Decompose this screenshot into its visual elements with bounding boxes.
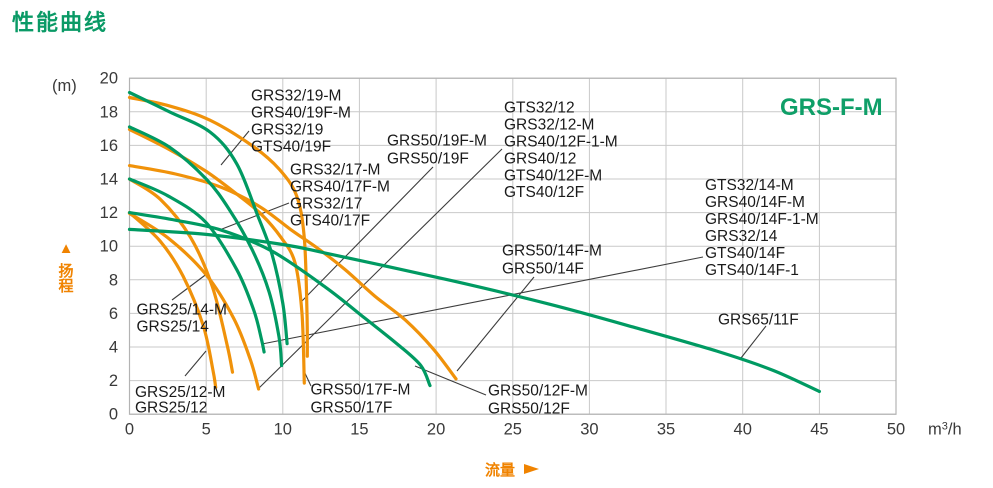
- svg-text:GRS50/19F: GRS50/19F: [387, 151, 469, 168]
- svg-text:GRS32/17: GRS32/17: [290, 196, 362, 213]
- svg-text:GRS50/17F-M: GRS50/17F-M: [311, 382, 411, 399]
- svg-text:GRS50/19F-M: GRS50/19F-M: [387, 133, 487, 150]
- svg-text:GTS40/17F: GTS40/17F: [290, 213, 370, 230]
- svg-text:GRS50/12F-M: GRS50/12F-M: [488, 383, 588, 400]
- svg-text:25: 25: [504, 421, 522, 439]
- svg-text:流量: 流量: [485, 461, 515, 479]
- svg-text:程: 程: [58, 278, 73, 295]
- svg-text:5: 5: [202, 421, 211, 439]
- svg-text:GRS40/14F-M: GRS40/14F-M: [705, 194, 805, 211]
- svg-text:10: 10: [100, 238, 118, 256]
- svg-text:GRS40/12: GRS40/12: [504, 150, 576, 167]
- svg-text:▲: ▲: [59, 240, 74, 257]
- svg-text:10: 10: [274, 421, 292, 439]
- svg-text:GRS40/19F-M: GRS40/19F-M: [251, 105, 351, 122]
- svg-text:2: 2: [109, 372, 118, 390]
- svg-text:45: 45: [810, 421, 828, 439]
- svg-text:GRS50/14F: GRS50/14F: [502, 261, 584, 278]
- svg-text:GRS40/14F-1-M: GRS40/14F-1-M: [705, 211, 819, 228]
- svg-text:GRS65/11F: GRS65/11F: [718, 312, 799, 329]
- svg-text:0: 0: [109, 406, 118, 424]
- svg-text:18: 18: [100, 103, 118, 121]
- svg-text:4: 4: [109, 339, 118, 357]
- svg-text:50: 50: [887, 421, 905, 439]
- svg-text:GRS32/14: GRS32/14: [705, 228, 778, 245]
- svg-text:GRS32/17-M: GRS32/17-M: [290, 162, 380, 179]
- svg-text:8: 8: [109, 271, 118, 289]
- svg-text:12: 12: [100, 204, 118, 222]
- svg-text:GRS40/17F-M: GRS40/17F-M: [290, 179, 390, 196]
- svg-text:(m): (m): [52, 77, 77, 95]
- svg-text:m3/h: m3/h: [928, 421, 962, 439]
- svg-text:6: 6: [109, 305, 118, 323]
- svg-text:GRS25/14: GRS25/14: [137, 319, 210, 336]
- svg-text:GRS50/17F: GRS50/17F: [311, 400, 393, 417]
- svg-text:GRS50/12F: GRS50/12F: [488, 401, 570, 418]
- svg-text:GTS40/12F: GTS40/12F: [504, 184, 584, 201]
- svg-text:GRS50/14F-M: GRS50/14F-M: [502, 243, 602, 260]
- svg-text:15: 15: [350, 421, 368, 439]
- svg-text:GRS25/12-M: GRS25/12-M: [135, 384, 225, 401]
- svg-text:30: 30: [580, 421, 598, 439]
- svg-text:GRS-F-M: GRS-F-M: [780, 94, 883, 121]
- svg-text:GRS32/19: GRS32/19: [251, 122, 323, 139]
- svg-text:GRS25/12: GRS25/12: [135, 400, 207, 417]
- svg-text:GTS32/12: GTS32/12: [504, 100, 575, 117]
- svg-text:16: 16: [100, 137, 118, 155]
- svg-text:GTS32/14-M: GTS32/14-M: [705, 177, 794, 194]
- svg-text:20: 20: [100, 70, 118, 88]
- svg-text:20: 20: [427, 421, 445, 439]
- svg-text:GRS32/19-M: GRS32/19-M: [251, 88, 341, 105]
- svg-text:GRS25/14-M: GRS25/14-M: [137, 302, 227, 319]
- svg-text:0: 0: [125, 421, 134, 439]
- svg-text:GTS40/12F-M: GTS40/12F-M: [504, 167, 602, 184]
- svg-text:40: 40: [734, 421, 752, 439]
- svg-text:GRS40/12F-1-M: GRS40/12F-1-M: [504, 134, 618, 151]
- svg-text:GRS32/12-M: GRS32/12-M: [504, 117, 594, 134]
- svg-text:GTS40/19F: GTS40/19F: [251, 139, 331, 156]
- svg-text:GTS40/14F-1: GTS40/14F-1: [705, 262, 799, 279]
- svg-text:GTS40/14F: GTS40/14F: [705, 245, 785, 262]
- svg-text:扬: 扬: [58, 262, 73, 280]
- svg-text:35: 35: [657, 421, 675, 439]
- svg-text:14: 14: [100, 171, 118, 189]
